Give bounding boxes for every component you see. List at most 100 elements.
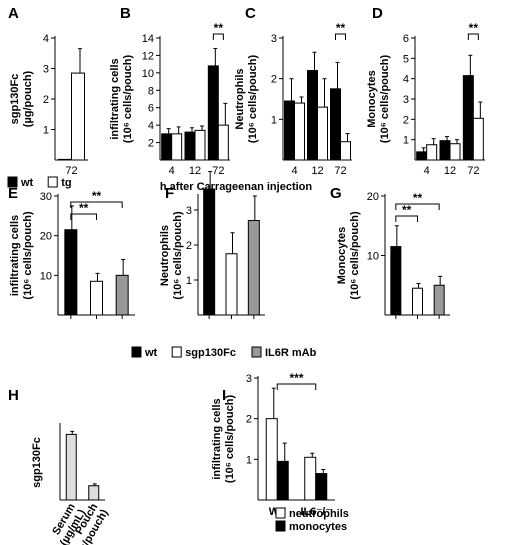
panel-b-ytick-label: 4 xyxy=(148,120,154,132)
panel-a-ylabel: sgp130Fc(µg/pouch) xyxy=(9,70,34,127)
legend-mid-label: wt xyxy=(144,347,158,359)
panel-d-bar xyxy=(449,143,461,161)
panel-g-sig-label: ** xyxy=(402,203,412,217)
panel-e-sig-label: ** xyxy=(79,201,89,215)
panel-c-xtick-label: 4 xyxy=(291,165,297,177)
panel-b-ytick-label: 10 xyxy=(142,68,154,80)
panel-a-ytick-label: 1 xyxy=(43,125,49,137)
panel-c-bar xyxy=(284,100,295,161)
panel-a-xtick-label: 72 xyxy=(65,165,77,177)
panel-a-ytick-label: 2 xyxy=(43,94,49,106)
panel-c-sig-label: ** xyxy=(336,21,346,35)
panel-f-ylabel: Neutrophils(10⁶ cells/pouch) xyxy=(159,211,184,300)
panel-g-ytick-label: 20 xyxy=(367,191,379,203)
panel-b-xtick-label: 4 xyxy=(169,165,175,177)
legend-mid-swatch xyxy=(131,346,142,358)
panel-i-sig-label: *** xyxy=(289,371,303,385)
panel-c-sig-bracket xyxy=(335,33,346,40)
panel-a-ytick-label: 3 xyxy=(43,64,49,76)
panel-d-ytick-label: 1 xyxy=(403,135,409,147)
panel-e-bar xyxy=(115,274,129,316)
x-axis-title: h after Carrageenan injection xyxy=(160,181,312,193)
panel-d-ytick-label: 4 xyxy=(403,74,409,86)
legend-mid-label: sgp130Fc xyxy=(185,347,236,359)
panel-d-xtick-label: 12 xyxy=(444,165,456,177)
panel-h-ylabel: sgp130Fc xyxy=(31,437,43,488)
panel-b-xtick-label: 12 xyxy=(189,165,201,177)
panel-h-bar xyxy=(65,433,77,501)
panel-b-bar xyxy=(171,133,183,161)
legend-mid-swatch xyxy=(171,346,182,358)
panel-g-ylabel: Monocytes(10⁶ cells/pouch) xyxy=(336,211,361,300)
panel-c-bar xyxy=(317,106,328,161)
panel-g-sig-bracket xyxy=(395,203,440,210)
panel-g-bar xyxy=(390,246,402,316)
panel-b-ytick-label: 6 xyxy=(148,103,154,115)
panel-d-bar xyxy=(439,140,451,161)
panel-i-ylabel: infiltrating cells(10⁶ cells/pouch) xyxy=(211,395,236,484)
panel-e-bar xyxy=(90,280,103,316)
panel-b-sig-label: ** xyxy=(214,21,224,35)
panel-f-ytick-label: 3 xyxy=(186,205,192,217)
panel-i-bar xyxy=(265,418,278,501)
panel-d-xtick-label: 4 xyxy=(424,165,430,177)
panel-b-sig-bracket xyxy=(212,33,224,40)
panel-b-ytick-label: 2 xyxy=(148,138,154,150)
panel-d-bar xyxy=(462,75,474,161)
panel-d-letter: D xyxy=(372,5,383,22)
panel-e: 10 20 30 infiltrating cells(10⁶ cells/pouch… xyxy=(8,185,135,319)
panel-b-bar xyxy=(161,133,173,161)
panel-f-ytick-label: 2 xyxy=(186,240,192,252)
legend-top-swatch xyxy=(7,176,18,188)
panel-g-ytick-label: 10 xyxy=(367,251,379,263)
panel-e-sig-label: ** xyxy=(92,189,102,203)
panel-b-ytick-label: 14 xyxy=(142,33,154,45)
panel-f-bar xyxy=(247,220,260,316)
panel-c-bar xyxy=(294,102,305,161)
panel-b-bar xyxy=(207,65,219,161)
panel-d-sig-bracket xyxy=(467,33,479,40)
panel-d-ytick-label: 2 xyxy=(403,114,409,126)
panel-d-ytick-label: 3 xyxy=(403,94,409,106)
panel-c-bar xyxy=(307,70,318,161)
legend-mid-swatch xyxy=(251,346,262,358)
panel-e-letter: E xyxy=(8,185,18,202)
legend-i-swatch xyxy=(275,520,286,532)
panel-f-bar xyxy=(225,253,238,316)
panel-i-bar xyxy=(276,460,289,501)
panel-e-ylabel: infiltrating cells(10⁶ cells/pouch) xyxy=(9,211,34,300)
legend-i-swatch xyxy=(275,507,286,519)
panel-c-ytick-label: 1 xyxy=(271,114,277,126)
panel-f-bar xyxy=(203,188,216,316)
panel-g: 10 20 Monocytes(10⁶ cells/pouch) G **** xyxy=(330,185,450,319)
legend-i-label: neutrophils xyxy=(289,508,349,520)
panel-c-ylabel: Neutrophils(10⁶ cells/pouch) xyxy=(234,55,259,144)
panel-d-ytick-label: 6 xyxy=(403,33,409,45)
panel-e-ytick-label: 20 xyxy=(40,231,52,243)
panel-c-bar xyxy=(330,88,341,161)
panel-b-letter: B xyxy=(120,5,131,22)
legend-mid: wt sgp130Fc IL6R mAb xyxy=(131,346,317,359)
panel-c-letter: C xyxy=(245,5,256,22)
legend-top: wt tg xyxy=(7,176,72,189)
panel-i-ytick-label: 2 xyxy=(246,414,252,426)
panel-a-ytick-label: 4 xyxy=(43,33,49,45)
panel-c-xtick-label: 12 xyxy=(311,165,323,177)
panel-g-sig-label: ** xyxy=(413,191,423,205)
panel-b-ytick-label: 12 xyxy=(142,50,154,62)
panel-e-bar xyxy=(64,229,78,316)
panel-e-ytick-label: 30 xyxy=(40,191,52,203)
legend-top-swatch xyxy=(47,176,58,188)
panel-h-bar xyxy=(88,485,100,501)
panel-b-bar xyxy=(194,129,206,161)
panel-f-ytick-label: 1 xyxy=(186,275,192,287)
panel-i-letter: I xyxy=(222,387,226,404)
panel-a-bar xyxy=(58,158,72,161)
panel-b-ylabel: infiltrating cells(10⁶ cells/pouch) xyxy=(109,55,134,144)
